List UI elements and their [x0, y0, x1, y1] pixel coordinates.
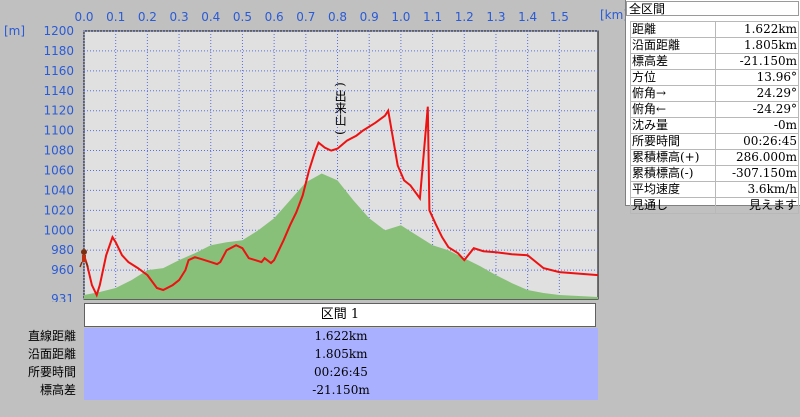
- stats-label: 俯角→: [629, 85, 717, 102]
- y-tick-label: 1100: [43, 124, 74, 138]
- x-tick-label: 0.0: [74, 10, 93, 24]
- stats-row: 方位 13.96°: [629, 69, 799, 86]
- y-tick-label: 1160: [43, 64, 74, 78]
- x-tick-label: 1.1: [423, 10, 442, 24]
- section-row-label: 所要時間: [27, 365, 76, 379]
- stats-label: 距離: [629, 21, 717, 38]
- y-tick-label: 1200: [43, 24, 74, 38]
- stats-value: 13.96°: [715, 69, 799, 86]
- x-tick-label: 1.2: [455, 10, 474, 24]
- x-tick-label: 0.4: [201, 10, 220, 24]
- route-elevation-line: [83, 106, 599, 298]
- x-tick-label: 1.5: [550, 10, 569, 24]
- stats-row: 距離 1.622km: [629, 21, 799, 38]
- y-tick-label: 960: [51, 263, 74, 277]
- y-tick-label: 1120: [43, 104, 74, 118]
- y-tick-label: 1000: [43, 223, 74, 237]
- stats-label: 沿面距離: [629, 37, 717, 54]
- x-tick-label: 0.3: [170, 10, 189, 24]
- y-axis-ticks: 1200 1180 1160 1140 1120 1100 1080 1060 1040 1020…: [43, 24, 74, 302]
- y-tick-label: 1060: [43, 163, 74, 177]
- stats-label: 俯角←: [629, 101, 717, 118]
- stats-value: -21.150m: [715, 53, 799, 70]
- section-body: [84, 328, 598, 400]
- x-axis-unit: [km]: [600, 8, 629, 22]
- stats-label: 標高差: [629, 53, 717, 70]
- annotation-layer: ( 出来山): [334, 82, 348, 135]
- section-row-label: 標高差: [39, 383, 76, 397]
- stats-label: 見通し: [629, 197, 717, 214]
- summit-annotation-char: (: [334, 82, 348, 87]
- x-tick-label: 1.3: [486, 10, 505, 24]
- summit-annotation: ( 出来山): [334, 82, 348, 135]
- stats-value: -0m: [715, 117, 799, 134]
- stats-value: -307.150m: [715, 165, 799, 182]
- stats-row: 標高差 -21.150m: [629, 53, 799, 70]
- stats-value: 3.6km/h: [715, 181, 799, 198]
- terrain-area: [84, 173, 598, 299]
- route-line: [83, 106, 599, 298]
- x-tick-label: 1.4: [518, 10, 537, 24]
- start-hiker-icon: [79, 249, 89, 268]
- stats-row: 俯角→ 24.29°: [629, 85, 799, 102]
- section-row-value: 00:26:45: [314, 365, 368, 379]
- stats-value: 見えます: [715, 197, 799, 214]
- x-tick-label: 0.2: [138, 10, 157, 24]
- stats-label: 累積標高(-): [629, 165, 717, 182]
- x-tick-label: 0.6: [265, 10, 284, 24]
- x-tick-label: 0.1: [106, 10, 125, 24]
- stats-label: 方位: [629, 69, 717, 86]
- stats-panel-title: 全区間: [626, 1, 799, 16]
- x-tick-label: 1.0: [391, 10, 410, 24]
- x-tick-label: 0.5: [233, 10, 252, 24]
- section-header[interactable]: 区間 1: [84, 303, 596, 327]
- x-axis-ticks: 0.0 0.1 0.2 0.3 0.4 0.5 0.6 0.7 0.8 0.9 1.0 1.1 1.2 1…: [74, 10, 568, 24]
- stats-row: 俯角← -24.29°: [629, 101, 799, 118]
- stats-table: 距離 1.622km 沿面距離 1.805km 標高差 -21.150m 方位 13.96° 俯…: [629, 21, 799, 214]
- x-tick-label: 0.9: [360, 10, 379, 24]
- summit-annotation-char: 山: [335, 114, 347, 128]
- y-tick-label: 980: [51, 243, 74, 257]
- stats-value: 1.805km: [715, 37, 799, 54]
- y-tick-label: 1020: [43, 203, 74, 217]
- summit-annotation-char: 出: [335, 90, 347, 104]
- section-row-value: 1.805km: [314, 347, 368, 361]
- y-tick-label: 1140: [43, 84, 74, 98]
- stats-value: -24.29°: [715, 101, 799, 118]
- summit-annotation-char: ): [334, 130, 348, 135]
- stats-value: 286.000m: [715, 149, 799, 166]
- stats-row: 見通し 見えます: [629, 197, 799, 214]
- terrain-fill: [84, 173, 598, 299]
- x-tick-label: 0.8: [328, 10, 347, 24]
- y-axis-unit: [m]: [4, 24, 26, 38]
- section-row-label: 直線距離: [27, 329, 76, 343]
- stats-value: 24.29°: [715, 85, 799, 102]
- y-tick-label: 1180: [43, 44, 74, 58]
- stats-row: 沿面距離 1.805km: [629, 37, 799, 54]
- y-tick-label: 1080: [43, 144, 74, 158]
- stats-panel: 全区間 距離 1.622km 沿面距離 1.805km 標高差 -21.150m 方位 13.…: [625, 0, 800, 214]
- stats-row: 累積標高(+) 286.000m: [629, 149, 799, 166]
- x-tick-label: 0.7: [296, 10, 315, 24]
- stats-row: 平均速度 3.6km/h: [629, 181, 799, 198]
- section-row-value: 1.622km: [314, 329, 368, 343]
- stats-value: 1.622km: [715, 21, 799, 38]
- section-row-label: 沿面距離: [27, 347, 76, 361]
- elevation-profile-chart[interactable]: 0.0 0.1 0.2 0.3 0.4 0.5 0.6 0.7 0.8 0.9 1.0 1.1 1.2 1…: [0, 0, 620, 302]
- section-row-value: -21.150m: [312, 383, 370, 397]
- stats-value: 00:26:45: [715, 133, 799, 150]
- stats-row: 所要時間 00:26:45: [629, 133, 799, 150]
- summit-annotation-char: 来: [335, 102, 347, 116]
- stats-row: 沈み量 -0m: [629, 117, 799, 134]
- stats-label: 累積標高(+): [629, 149, 717, 166]
- y-tick-label: 931: [51, 292, 74, 302]
- stats-label: 沈み量: [629, 117, 717, 134]
- y-tick-label: 1040: [43, 183, 74, 197]
- stats-label: 平均速度: [629, 181, 717, 198]
- stats-label: 所要時間: [629, 133, 717, 150]
- stats-row: 累積標高(-) -307.150m: [629, 165, 799, 182]
